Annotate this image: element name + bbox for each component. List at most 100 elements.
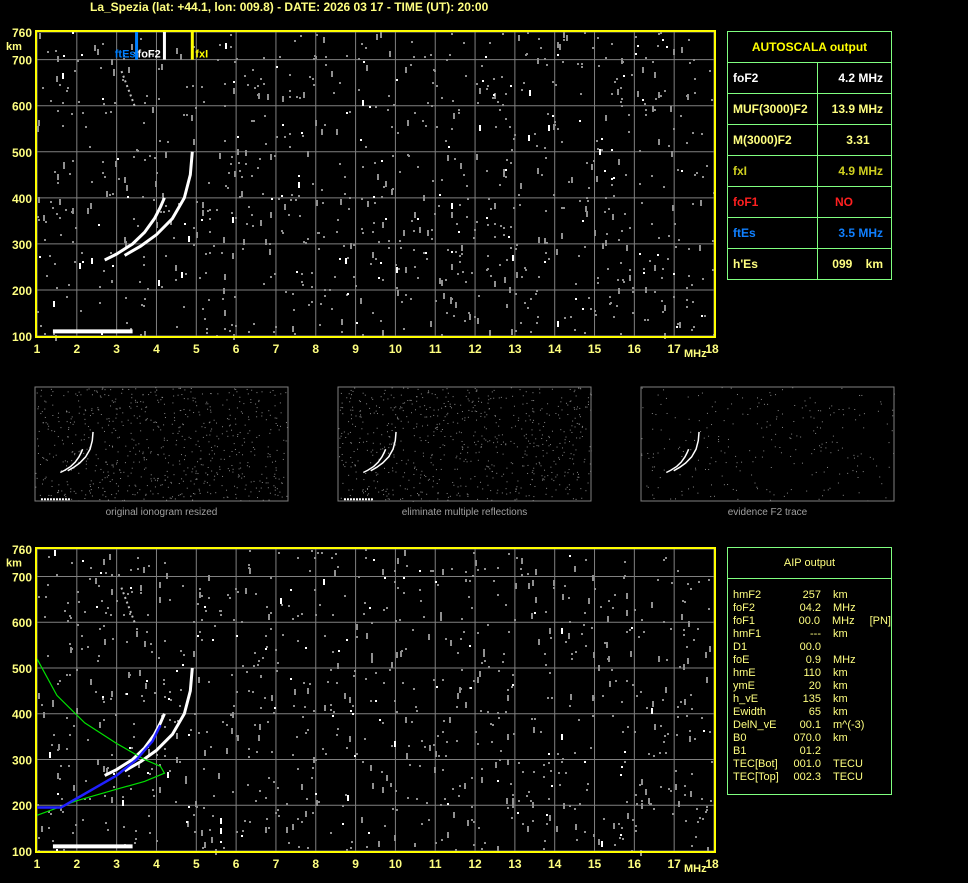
noise-dot: [653, 808, 655, 810]
noise-dot: [544, 238, 546, 244]
thumbnail-noise: [853, 454, 855, 456]
thumbnail-noise: [825, 442, 827, 444]
noise-dot: [624, 751, 626, 753]
thumbnail-noise: [185, 474, 187, 476]
noise-dot: [432, 82, 434, 84]
noise-dot: [112, 265, 114, 267]
thumbnail-noise: [267, 456, 269, 458]
noise-dot: [503, 227, 505, 229]
thumbnail-noise: [203, 482, 205, 484]
noise-dot: [169, 691, 171, 693]
thumbnail-noise: [84, 409, 86, 411]
noise-dot: [403, 592, 405, 594]
thumbnail-noise: [392, 494, 394, 496]
noise-dot: [358, 89, 360, 91]
noise-dot: [613, 823, 615, 829]
noise-dot: [356, 322, 358, 324]
noise-dot: [514, 619, 516, 621]
noise-dot: [677, 323, 679, 325]
thumbnail-noise: [54, 430, 56, 432]
thumbnail-noise: [340, 435, 342, 437]
noise-dot: [506, 159, 508, 161]
noise-dot: [598, 839, 600, 845]
noise-dot: [511, 817, 513, 819]
noise-dot: [680, 701, 682, 703]
thumbnail-noise: [390, 394, 392, 396]
thumbnail-noise: [475, 452, 477, 454]
noise-dot: [37, 216, 39, 218]
thumbnail-noise: [477, 459, 479, 461]
noise-dot: [113, 69, 115, 71]
thumbnail-noise: [37, 408, 39, 410]
noise-dot: [325, 753, 327, 755]
noise-dot: [260, 676, 262, 678]
thumbnail-noise: [184, 439, 186, 441]
noise-dot: [282, 96, 284, 102]
thumbnail-noise: [75, 393, 77, 395]
thumbnail-noise: [414, 466, 416, 468]
noise-dot: [626, 631, 628, 633]
noise-dot: [59, 199, 61, 205]
thumbnail-noise: [480, 415, 482, 417]
noise-dot: [411, 41, 413, 43]
thumbnail-noise: [559, 484, 561, 486]
noise-dot: [378, 841, 380, 847]
noise-dot: [543, 776, 545, 778]
noise-dot: [365, 557, 367, 559]
thumbnail-noise: [209, 484, 211, 486]
thumbnail-noise: [72, 451, 74, 453]
aip-cell: B0: [733, 732, 747, 744]
caption-eliminate: eliminate multiple reflections: [401, 507, 528, 518]
thumbnail-noise: [517, 480, 519, 482]
noise-dot: [131, 747, 133, 749]
noise-dot: [102, 172, 104, 174]
noise-dot: [664, 735, 666, 737]
aip-cell: DelN_vE: [733, 719, 777, 731]
x-tick-label: 6: [233, 857, 240, 871]
thumbnail-noise: [484, 416, 486, 418]
noise-dot: [388, 95, 390, 97]
noise-dot: [71, 113, 73, 115]
thumbnail-noise: [736, 394, 738, 396]
noise-dot: [188, 806, 190, 808]
thumbnail-noise: [663, 469, 665, 471]
noise-dot: [639, 183, 641, 185]
noise-dot: [663, 621, 665, 623]
thumbnail-noise: [687, 396, 689, 398]
noise-dot: [540, 731, 542, 733]
thumbnail-trace: [362, 448, 387, 474]
noise-dot: [479, 125, 481, 131]
thumbnail-noise: [223, 497, 225, 499]
thumbnail-noise: [396, 416, 398, 418]
thumbnail-noise: [197, 473, 199, 475]
aip-row: ymE 20 km: [733, 680, 891, 693]
thumbnail-noise: [367, 433, 369, 435]
noise-dot: [456, 223, 458, 225]
thumbnail-noise: [817, 410, 819, 412]
thumbnail-noise: [821, 421, 823, 423]
thumbnail-noise: [80, 394, 82, 396]
thumbnail-noise: [486, 475, 488, 477]
autoscala-row: h'Es 099 km: [728, 249, 891, 279]
thumbnail-noise: [429, 500, 431, 502]
thumbnail-noise: [78, 500, 80, 502]
thumbnail-noise: [285, 392, 287, 394]
aip-cell: 0.9: [805, 654, 821, 666]
thumbnail-noise: [178, 460, 180, 462]
noise-dot: [289, 146, 291, 148]
noise-dot: [72, 208, 74, 214]
thumbnail-noise: [564, 439, 566, 441]
noise-dot: [657, 254, 659, 256]
noise-dot: [473, 844, 475, 846]
thumbnail-noise: [532, 408, 534, 410]
thumbnail-noise: [52, 391, 54, 393]
noise-dot: [362, 100, 364, 106]
noise-dot: [53, 301, 55, 307]
thumbnail-noise: [375, 472, 377, 474]
thumbnail-noise: [842, 494, 844, 496]
thumbnail-noise: [195, 472, 197, 474]
thumbnail-noise: [482, 488, 484, 490]
thumbnail-noise: [464, 417, 466, 419]
noise-dot: [494, 203, 496, 209]
noise-dot: [248, 748, 250, 750]
